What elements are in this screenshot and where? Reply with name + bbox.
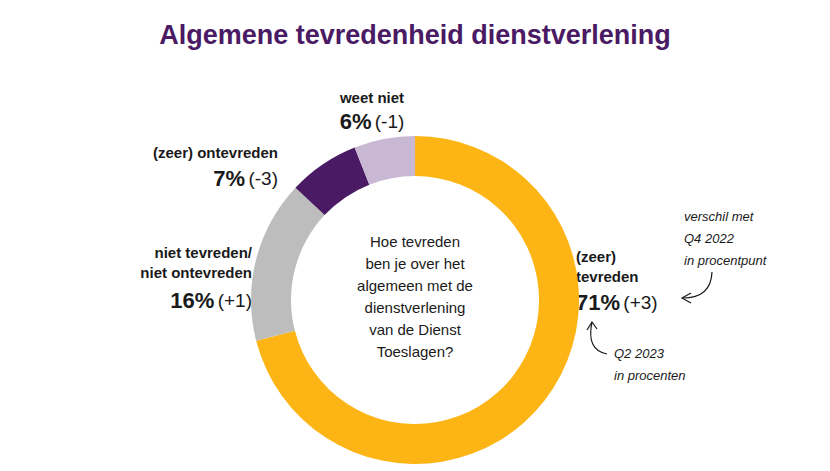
svg-text:verschil met: verschil met [684,209,755,224]
svg-text:ben je over het: ben je over het [365,255,465,272]
svg-text:Toeslagen?: Toeslagen? [377,343,454,360]
svg-text:Q4 2022: Q4 2022 [684,231,735,246]
svg-text:dienstverlening: dienstverlening [365,299,466,316]
svg-text:(zeer): (zeer) [576,248,616,265]
svg-text:7%: 7% [213,166,245,191]
svg-text:niet tevreden/: niet tevreden/ [154,244,252,261]
svg-text:algemeen met de: algemeen met de [357,277,473,294]
svg-text:(+3): (+3) [623,292,657,313]
svg-text:6%: 6% [340,109,372,134]
svg-text:in procentpunt: in procentpunt [684,253,768,268]
svg-text:in procenten: in procenten [614,368,686,383]
svg-text:tevreden: tevreden [576,268,639,285]
svg-text:(zeer) ontevreden: (zeer) ontevreden [153,144,278,161]
svg-text:van de Dienst: van de Dienst [369,321,462,338]
svg-text:(-3): (-3) [248,168,278,189]
svg-text:Q2 2023: Q2 2023 [614,346,665,361]
svg-text:71%: 71% [576,290,620,315]
svg-text:Hoe tevreden: Hoe tevreden [370,233,460,250]
svg-text:niet ontevreden: niet ontevreden [140,264,252,281]
svg-text:(+1): (+1) [218,290,252,311]
svg-text:(-1): (-1) [375,111,405,132]
svg-text:weet niet: weet niet [339,89,404,106]
svg-text:Algemene tevredenheid dienstve: Algemene tevredenheid dienstverlening [159,20,671,50]
svg-text:16%: 16% [170,288,214,313]
